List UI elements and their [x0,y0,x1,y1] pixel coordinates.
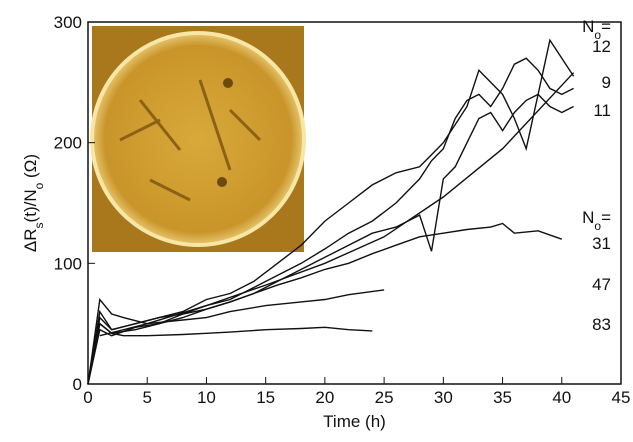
x-tick-label: 20 [315,388,334,407]
x-tick-label: 0 [83,388,92,407]
series-label: 9 [602,73,611,92]
y-tick-label: 300 [54,13,82,32]
chart: 0 5 10 15 20 25 30 35 40 45 0 100 200 300 Time (h) ΔRs(… [0,0,633,437]
series-label: 83 [592,315,611,334]
x-tick-label: 35 [493,388,512,407]
x-axis-label: Time (h) [323,412,386,431]
x-tick-label: 15 [256,388,275,407]
data-line [88,290,384,384]
x-tick-label: 45 [612,388,631,407]
inset-image [92,26,304,252]
y-tick-label: 0 [73,375,82,394]
annotation-part: N [582,17,594,36]
y-axis-label-part: ΔR [21,228,40,252]
data-line [88,324,372,384]
annotation-part: = [601,208,611,227]
annotation-part: N [582,208,594,227]
y-tick-label: 100 [54,254,82,273]
x-tick-label: 5 [142,388,151,407]
x-tick-label: 10 [197,388,216,407]
y-axis-label-part: (Ω) [21,154,40,183]
annotation: No= [582,208,611,233]
series-label: 11 [593,101,611,120]
x-tick-label: 40 [552,388,571,407]
annotation-part: = [601,17,611,36]
series-label: 47 [592,275,611,294]
y-tick-label: 200 [54,134,82,153]
y-axis-label: ΔRs(t)/No (Ω) [21,154,46,252]
x-tick-label: 25 [375,388,394,407]
y-axis-label-part: (t)/N [21,189,40,222]
x-tick-label: 30 [434,388,453,407]
series-label: 31 [592,234,611,253]
